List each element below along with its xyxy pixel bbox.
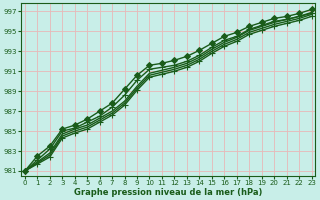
X-axis label: Graphe pression niveau de la mer (hPa): Graphe pression niveau de la mer (hPa) bbox=[74, 188, 262, 197]
